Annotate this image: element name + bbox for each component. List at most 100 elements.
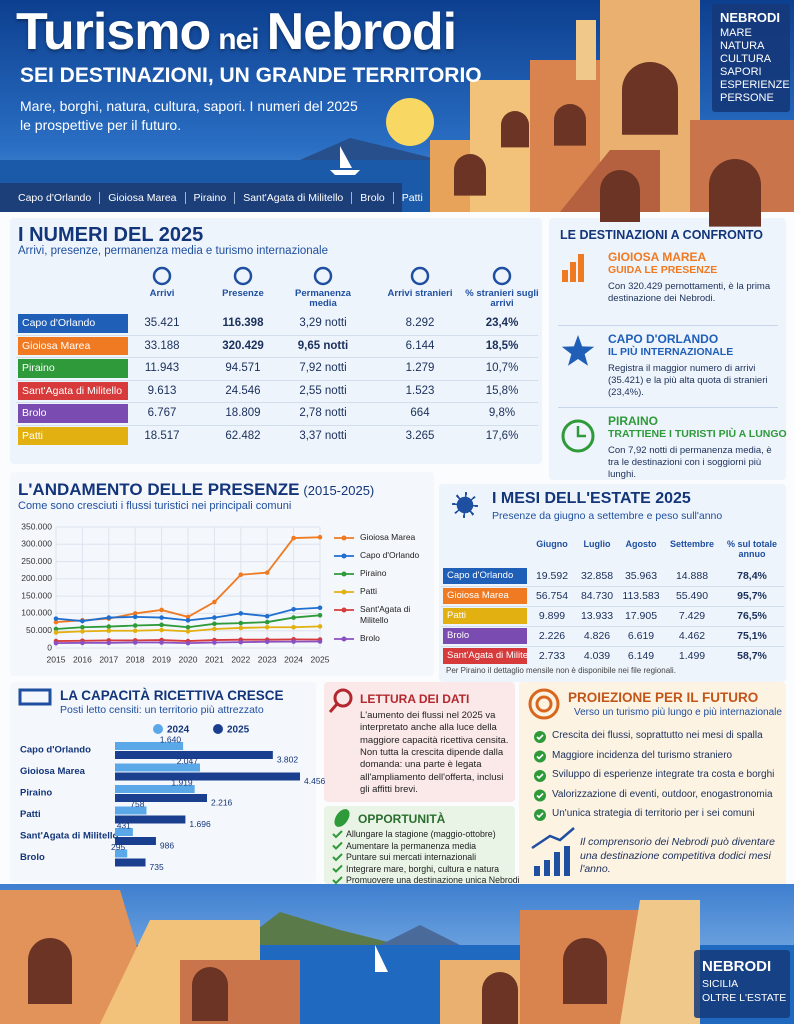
row-label: Sant'Agata di Militello	[443, 648, 527, 664]
cell: 1.279	[405, 362, 435, 374]
opportunity: Allungare la stagione (maggio-ottobre)	[346, 829, 496, 839]
point	[53, 616, 59, 621]
bar	[115, 849, 128, 858]
row-divider	[16, 379, 538, 381]
legend-label: Sant'Agata di Militello	[360, 604, 411, 626]
row-label: Brolo	[18, 404, 128, 423]
projection-item: Valorizzazione di eventi, outdoor, enoga…	[552, 788, 773, 800]
cell: 664	[410, 407, 430, 419]
x-tick-label: 2024	[284, 654, 303, 664]
cell: 94.571	[225, 362, 261, 374]
reading-panel	[324, 682, 515, 802]
point	[317, 624, 323, 629]
towns: Capo d'Orlando Gioiosa Marea Piraino Sant'A…	[10, 183, 431, 212]
projection-item: Crescita dei flussi, soprattutto nei mes…	[552, 730, 763, 741]
side-item: SAPORI	[720, 66, 762, 78]
section-title: LETTURA DEI DATI	[360, 692, 470, 706]
cell: 9.899	[538, 610, 566, 622]
cell: 10,7%	[485, 362, 519, 374]
icon	[578, 254, 584, 282]
chart-subtitle: Come sono cresciuti i flussi turistici n…	[18, 500, 292, 512]
value-label: 295	[111, 842, 125, 852]
value-label: 3.802	[277, 754, 299, 764]
icon	[570, 262, 576, 282]
row-divider	[441, 606, 784, 607]
title-word: Turismo	[16, 3, 211, 61]
category-label: Sant'Agata di Militello	[20, 831, 119, 842]
footer-title: NEBRODI	[702, 958, 772, 975]
cell: 19.592	[535, 570, 569, 582]
chart-title: LA CAPACITÀ RICETTIVA CRESCE	[60, 688, 284, 703]
point	[317, 534, 323, 540]
row-divider	[441, 586, 784, 587]
bar	[115, 742, 184, 750]
point	[291, 606, 296, 612]
section-title: PROIEZIONE PER IL FUTURO	[568, 690, 759, 705]
check	[536, 792, 544, 799]
y-tick-label: 300.000	[21, 539, 52, 549]
point	[106, 628, 112, 634]
category-label: Capo d'Orlando	[20, 745, 91, 756]
column-header: Presenze	[222, 288, 264, 299]
icon	[562, 270, 568, 282]
intro: Mare, borghi, natura, cultura, sapori. I…	[20, 98, 358, 114]
cell: 23,4%	[485, 317, 519, 329]
side-box	[712, 4, 790, 112]
magnifier	[328, 703, 339, 713]
y-tick-label: 50.000	[26, 625, 52, 635]
opportunity: Puntare sui mercati internazionali	[346, 852, 477, 862]
column-icon	[410, 266, 430, 286]
town: Sant'Agata di Militello	[234, 191, 351, 204]
magnifier	[333, 688, 353, 708]
check	[332, 864, 343, 873]
cell: 320.429	[222, 339, 264, 352]
title: Turismo nei Nebrodi	[16, 2, 464, 62]
arch	[600, 170, 640, 222]
column-header: Arrivi	[149, 288, 175, 299]
point	[53, 630, 59, 635]
cell: 9,65 notti	[297, 339, 349, 352]
column-header: % sul totale annuo	[726, 539, 777, 559]
point	[291, 615, 296, 620]
row-label: Brolo	[443, 628, 527, 644]
point	[212, 615, 217, 620]
row-divider	[16, 402, 538, 403]
legend-dot	[153, 724, 163, 734]
value-label: 735	[150, 862, 164, 872]
cell: 4.462	[678, 630, 706, 642]
cell: 55.490	[675, 590, 709, 602]
point	[185, 618, 191, 623]
cell: 1.499	[678, 650, 706, 662]
legend-dot	[341, 589, 347, 595]
side-item: PERSONE	[720, 92, 774, 104]
town: Piraino	[184, 191, 235, 204]
x-tick-label: 2021	[205, 654, 224, 664]
cell: 6.619	[627, 630, 655, 642]
x-tick-label: 2025	[311, 654, 330, 664]
section-subtitle: Verso un turismo più lungo e più interna…	[574, 707, 782, 718]
check	[536, 773, 544, 780]
footer-building	[620, 900, 700, 1024]
point	[291, 624, 296, 630]
bar	[115, 837, 156, 845]
value-label: 758	[130, 799, 144, 809]
projection-item: Un'unica strategia di territorio per i s…	[552, 808, 755, 819]
target	[535, 695, 553, 713]
cell: 24.546	[225, 384, 261, 397]
point	[159, 640, 164, 645]
point	[317, 639, 323, 644]
side-item: ESPERIENZE	[720, 79, 790, 91]
destination-heading: IL PIÙ INTERNAZIONALE	[608, 346, 734, 358]
cell: 33.188	[144, 339, 180, 352]
cell: 7,92 notti	[299, 362, 347, 374]
point	[159, 627, 164, 633]
town: Brolo	[351, 191, 393, 204]
destination-heading: CAPO D'ORLANDO	[608, 332, 719, 346]
growth-bar	[534, 866, 540, 876]
x-tick-label: 2022	[231, 654, 250, 664]
point	[106, 640, 112, 646]
x-tick-label: 2015	[47, 654, 66, 664]
side-item: MARE	[720, 27, 752, 39]
tower	[576, 20, 596, 80]
